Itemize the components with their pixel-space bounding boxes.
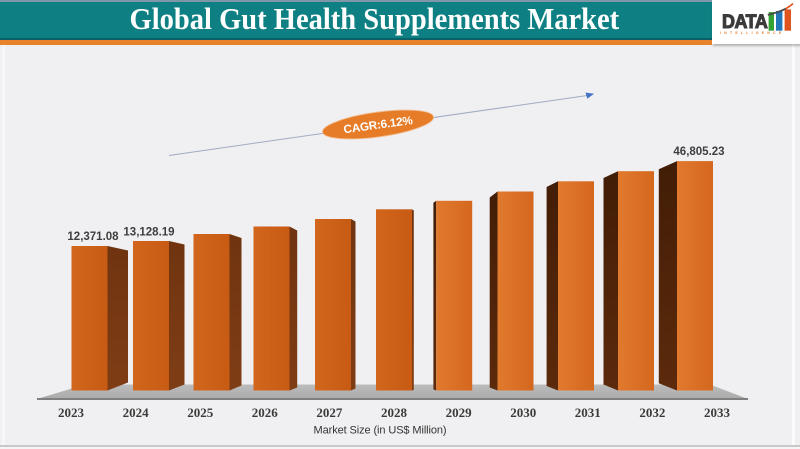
svg-text:2027: 2027: [316, 405, 343, 420]
svg-text:2026: 2026: [252, 405, 279, 420]
svg-text:2025: 2025: [187, 405, 214, 420]
svg-text:12,371.08: 12,371.08: [67, 231, 119, 243]
svg-text:2030: 2030: [510, 405, 536, 420]
svg-text:2031: 2031: [575, 405, 601, 420]
svg-text:2023: 2023: [58, 405, 85, 420]
svg-text:2028: 2028: [381, 405, 408, 420]
svg-text:Market Size (in US$ Million): Market Size (in US$ Million): [314, 425, 447, 437]
svg-text:13,128.19: 13,128.19: [123, 227, 174, 239]
svg-text:46,805.23: 46,805.23: [673, 146, 724, 158]
svg-text:2032: 2032: [639, 405, 665, 420]
svg-text:2029: 2029: [446, 405, 473, 420]
svg-text:2033: 2033: [704, 405, 731, 420]
svg-text:2024: 2024: [123, 405, 150, 420]
